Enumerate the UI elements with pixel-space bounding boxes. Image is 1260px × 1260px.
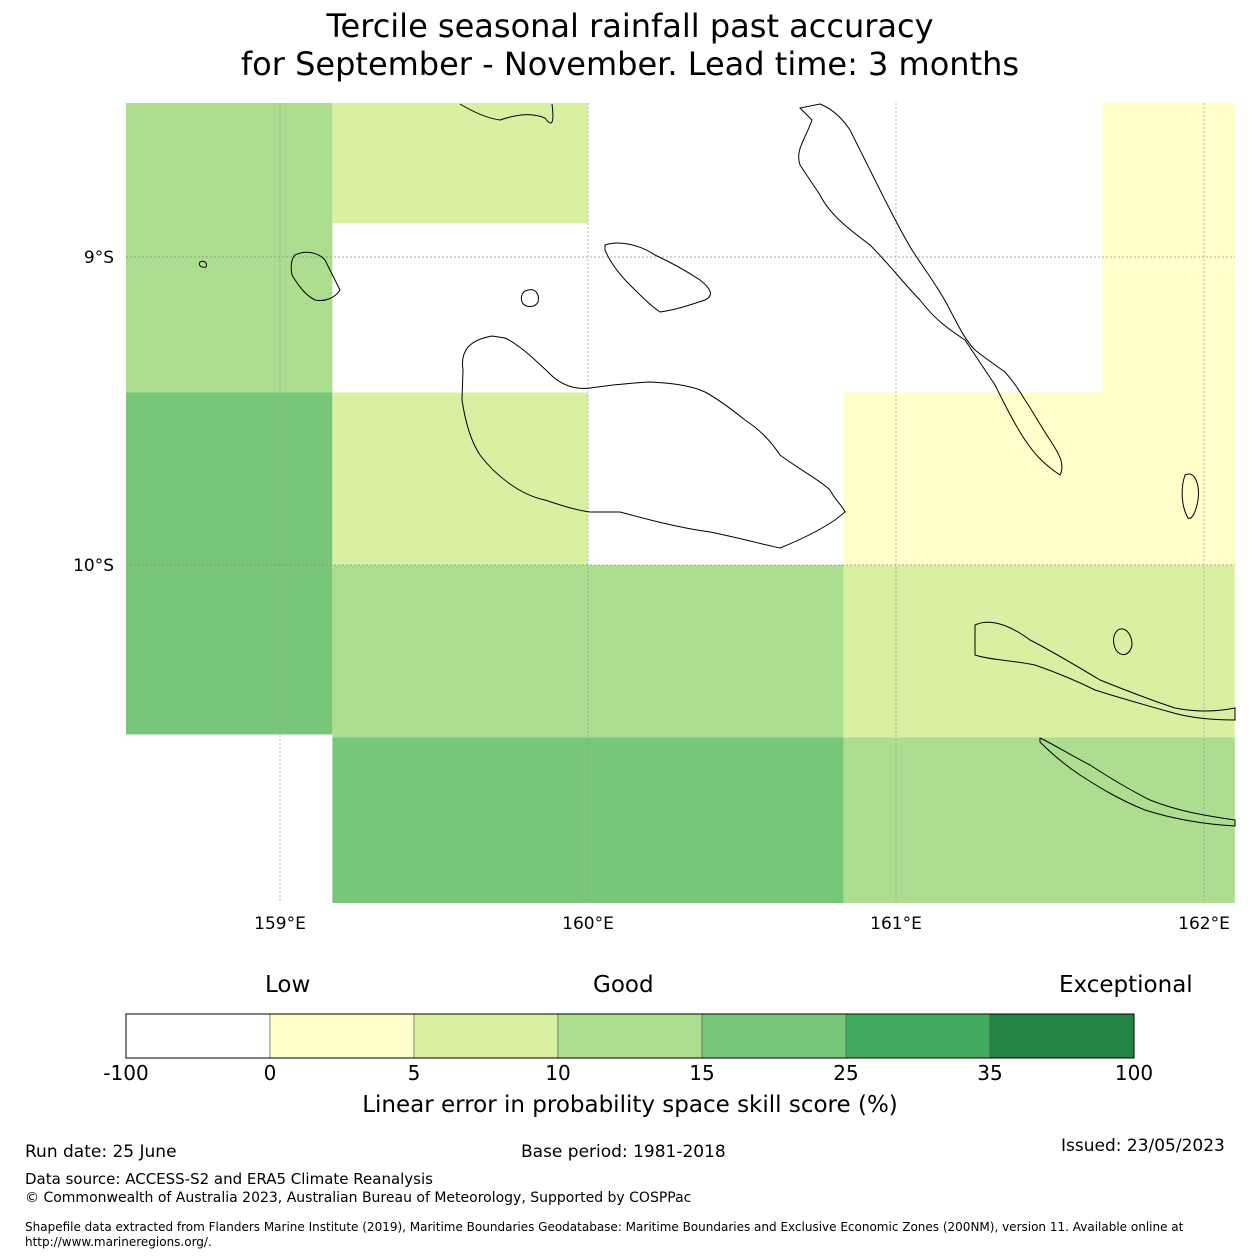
colorbar <box>125 1013 1135 1059</box>
colorbar-tick-0: -100 <box>103 1061 149 1085</box>
skill-cell-5 <box>843 392 1235 565</box>
coastline-russell-islands <box>290 251 341 301</box>
skill-cell-0 <box>126 103 333 393</box>
axis-labels: 159°E 160°E 161°E 162°E 9°S 10°S <box>73 248 1230 934</box>
coastline-small-island-2 <box>199 260 207 268</box>
colorbar-tick-3: 10 <box>545 1061 571 1085</box>
coastline-florida-islands <box>604 242 711 313</box>
coastlines <box>199 103 1236 827</box>
shapefile-credit-line1: Shapefile data extracted from Flanders M… <box>25 1220 1184 1234</box>
colorbar-label-exceptional: Exceptional <box>1059 972 1193 998</box>
shapefile-credit-line2: http://www.marineregions.org/. <box>25 1235 212 1249</box>
skill-cell-7 <box>843 565 1235 738</box>
coastline-rennell-north <box>1039 737 1236 827</box>
colorbar-swatch-4 <box>701 1013 847 1059</box>
colorbar-swatch-3 <box>557 1013 703 1059</box>
colorbar-tick-2: 5 <box>407 1061 421 1085</box>
lat-label-1: 10°S <box>73 556 114 576</box>
data-source: Data source: ACCESS-S2 and ERA5 Climate … <box>25 1170 433 1188</box>
skill-cell-2 <box>1102 103 1235 393</box>
graticule <box>126 103 1235 903</box>
colorbar-tick-4: 15 <box>689 1061 715 1085</box>
colorbar-frame <box>125 1013 1135 1059</box>
chart-title-line1: Tercile seasonal rainfall past accuracy <box>326 7 934 45</box>
skill-cell-1 <box>332 103 588 224</box>
colorbar-tick-1: 0 <box>263 1061 277 1085</box>
colorbar-tick-7: 100 <box>1114 1061 1154 1085</box>
base-period: Base period: 1981-2018 <box>521 1142 726 1162</box>
coastline-makira <box>974 621 1236 721</box>
lat-label-0: 9°S <box>84 248 114 268</box>
coastline-guadalcanal <box>461 335 846 549</box>
colorbar-title: Linear error in probability space skill … <box>362 1092 898 1118</box>
lon-label-2: 161°E <box>870 914 922 934</box>
lon-label-3: 162°E <box>1178 914 1230 934</box>
coastline-malaita <box>798 103 1063 476</box>
skill-cell-9 <box>843 737 1235 903</box>
colorbar-tick-6: 35 <box>977 1061 1003 1085</box>
colorbar-swatch-2 <box>413 1013 559 1059</box>
chart-title-line2: for September - November. Lead time: 3 m… <box>240 45 1020 83</box>
coastline-ulawa <box>1181 473 1199 519</box>
lon-label-1: 160°E <box>562 914 614 934</box>
colorbar-swatch-0 <box>125 1013 271 1059</box>
colorbar-swatch-6 <box>989 1013 1135 1059</box>
copyright: © Commonwealth of Australia 2023, Austra… <box>25 1190 692 1206</box>
colorbar-label-low: Low <box>265 972 311 998</box>
lon-label-0: 159°E <box>254 914 306 934</box>
colorbar-tick-5: 25 <box>833 1061 859 1085</box>
coastline-north-islands <box>459 103 554 124</box>
run-date: Run date: 25 June <box>25 1142 177 1162</box>
colorbar-swatch-5 <box>845 1013 991 1059</box>
issued-date: Issued: 23/05/2023 <box>1061 1136 1225 1156</box>
shapefile-credit: Shapefile data extracted from Flanders M… <box>25 1220 1235 1250</box>
coastline-savo <box>520 289 539 307</box>
coastline-small-island-1 <box>1113 628 1133 656</box>
colorbar-label-good: Good <box>593 972 654 998</box>
skill-cells <box>126 103 1235 903</box>
skill-cell-3 <box>126 392 333 735</box>
colorbar-swatch-1 <box>269 1013 415 1059</box>
skill-cell-4 <box>332 392 588 565</box>
